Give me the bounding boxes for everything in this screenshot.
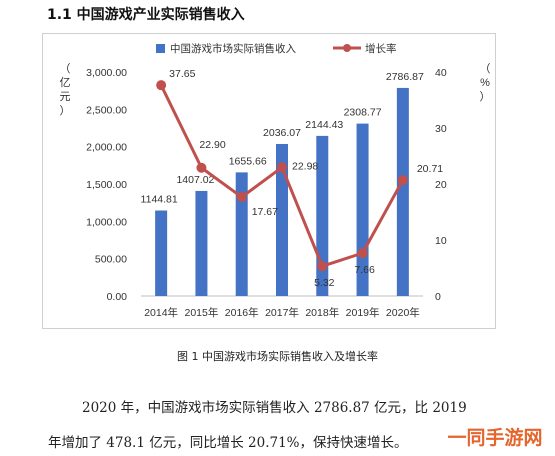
legend-line-label: 增长率 bbox=[365, 42, 397, 55]
growth-rate-point bbox=[156, 80, 167, 91]
y-left-tick-label: 500.00 bbox=[95, 254, 127, 266]
watermark-logo: 一同手游网 bbox=[441, 421, 549, 451]
y-left-tick-label: 2,500.00 bbox=[86, 104, 127, 116]
bar-value-label: 2786.87 bbox=[386, 71, 424, 83]
y-right-unit-label: （ bbox=[480, 62, 491, 75]
y-left-tick-label: 2,000.00 bbox=[86, 142, 127, 154]
chart-container: 0.00 500.00 1,000.00 1,500.00 2,000.00 2,500.… bbox=[42, 33, 496, 329]
y-left-unit-label: 元 bbox=[60, 91, 71, 103]
bar-value-label: 1144.81 bbox=[141, 194, 178, 206]
y-right-tick-label: 30 bbox=[435, 123, 447, 135]
growth-rate-point bbox=[236, 192, 247, 203]
paragraph-line-2: 年增加了 478.1 亿元，同比增长 20.71%，保持快速增长。 bbox=[48, 435, 408, 451]
y-right-tick-label: 0 bbox=[435, 291, 441, 303]
y-right-tick-label: 40 bbox=[435, 67, 447, 79]
y-left-unit-label: 亿 bbox=[60, 76, 71, 89]
x-tick-label: 2020年 bbox=[386, 306, 420, 319]
x-tick-label: 2019年 bbox=[346, 306, 380, 319]
x-tick-label: 2014年 bbox=[144, 306, 178, 319]
section-title: 1.1 中国游戏产业实际销售收入 bbox=[47, 7, 245, 23]
growth-rate-point bbox=[397, 175, 408, 186]
y-right-unit-label: % bbox=[480, 77, 490, 89]
x-tick-label: 2018年 bbox=[305, 306, 339, 319]
revenue-bar bbox=[195, 190, 208, 296]
y-right-tick-label: 10 bbox=[435, 235, 447, 247]
revenue-bar bbox=[235, 172, 248, 296]
y-left-tick-label: 1,000.00 bbox=[86, 216, 127, 228]
growth-rate-value-label: 20.71 bbox=[417, 163, 443, 175]
figure-caption: 图 1 中国游戏市场实际销售收入及增长率 bbox=[177, 350, 378, 363]
x-tick-label: 2016年 bbox=[225, 306, 259, 319]
growth-rate-point bbox=[277, 162, 287, 173]
growth-rate-point bbox=[317, 261, 328, 272]
y-left-tick-label: 1,500.00 bbox=[86, 179, 127, 191]
growth-rate-value-label: 22.98 bbox=[292, 160, 318, 172]
growth-rate-value-label: 17.67 bbox=[252, 206, 278, 218]
paragraph-line-1: 2020 年，中国游戏市场实际销售收入 2786.87 亿元，比 2019 bbox=[82, 400, 467, 416]
x-tick-label: 2017年 bbox=[265, 306, 299, 319]
growth-rate-value-label: 22.90 bbox=[199, 139, 225, 151]
growth-rate-value-label: 5.32 bbox=[314, 277, 335, 289]
bar-value-label: 1655.66 bbox=[229, 155, 267, 167]
legend-bar-label: 中国游戏市场实际销售收入 bbox=[170, 42, 296, 55]
y-left-tick-label: 0.00 bbox=[107, 291, 128, 303]
legend-bar-swatch bbox=[156, 44, 165, 53]
bar-value-label: 2308.77 bbox=[344, 107, 382, 119]
growth-rate-point bbox=[357, 248, 368, 259]
legend-line-marker bbox=[343, 44, 351, 52]
y-left-tick-label: 3,000.00 bbox=[86, 67, 127, 79]
revenue-bar bbox=[155, 210, 168, 296]
y-right-unit-label: ） bbox=[480, 90, 491, 103]
y-left-unit-label: ） bbox=[60, 104, 71, 117]
y-right-tick-label: 20 bbox=[435, 179, 447, 191]
chart-svg: 0.00 500.00 1,000.00 1,500.00 2,000.00 2,500.… bbox=[60, 42, 491, 319]
x-tick-label: 2015年 bbox=[184, 306, 218, 319]
bar-value-label: 1407.02 bbox=[176, 174, 214, 186]
growth-rate-value-label: 37.65 bbox=[169, 68, 195, 80]
y-left-unit-label: （ bbox=[60, 62, 71, 75]
growth-rate-point bbox=[196, 162, 207, 173]
growth-rate-value-label: 7.66 bbox=[354, 264, 375, 276]
bar-value-label: 2144.43 bbox=[305, 119, 343, 131]
revenue-bar bbox=[396, 87, 409, 296]
revenue-bar bbox=[276, 143, 288, 296]
bar-value-label: 2036.07 bbox=[263, 127, 301, 139]
